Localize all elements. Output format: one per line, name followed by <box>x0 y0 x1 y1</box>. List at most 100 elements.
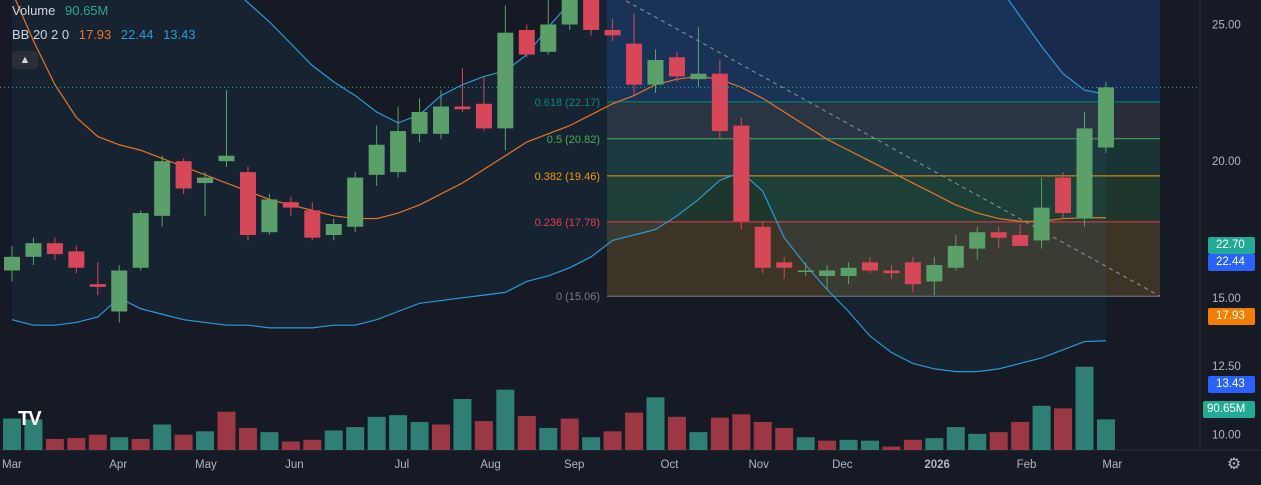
candle-body <box>132 213 149 268</box>
candle-body <box>261 199 278 233</box>
x-tick-label: Jun <box>285 459 304 471</box>
bb-lower-value: 13.43 <box>163 27 196 42</box>
chevron-up-icon[interactable]: ▲ <box>12 51 38 69</box>
candle <box>433 90 449 140</box>
candle-body <box>475 103 492 129</box>
candle <box>261 193 278 235</box>
x-tick-label: Apr <box>109 459 127 471</box>
volume-histogram <box>3 366 1115 450</box>
volume-bar <box>410 421 429 450</box>
candle <box>518 24 535 58</box>
candle-body <box>390 131 407 173</box>
fib-level-label: 0.618 (22.17) <box>535 97 600 109</box>
candle <box>583 0 600 36</box>
volume-bar <box>796 437 815 450</box>
candle <box>819 265 836 290</box>
candle-body <box>690 73 707 80</box>
candle <box>604 19 621 41</box>
candle <box>197 172 214 216</box>
fib-zone <box>607 138 1160 176</box>
candle <box>89 262 106 296</box>
x-tick-label: Dec <box>832 459 853 471</box>
candle-body <box>904 262 921 285</box>
candle <box>46 237 63 260</box>
candle <box>711 60 728 140</box>
volume-bar <box>1011 421 1030 450</box>
volume-bar <box>217 411 236 450</box>
candle <box>25 237 42 266</box>
tradingview-logo-icon[interactable]: TV <box>18 408 42 430</box>
volume-bar <box>560 418 579 450</box>
candle-body <box>347 177 364 227</box>
candle <box>1012 224 1029 246</box>
volume-bar <box>1075 366 1094 450</box>
x-tick-label: Nov <box>748 459 769 471</box>
volume-bar <box>3 418 21 450</box>
candle-body <box>411 111 428 134</box>
candle-body <box>990 232 1007 238</box>
volume-bar <box>903 439 922 450</box>
candle-body <box>175 161 192 189</box>
candle-body <box>25 243 42 257</box>
y-tick-label: 20.00 <box>1212 156 1241 168</box>
candle-body <box>819 270 836 276</box>
volume-bar <box>732 414 751 450</box>
candles <box>0 0 1200 323</box>
volume-bar <box>238 427 257 450</box>
candle-body <box>561 0 578 25</box>
volume-bar <box>303 439 322 450</box>
bb-upper-tag: 22.44 <box>1208 254 1255 271</box>
candle-body <box>4 256 20 271</box>
candle <box>154 155 171 227</box>
candle <box>454 68 471 112</box>
candle-body <box>68 251 85 268</box>
candle-body <box>1097 87 1114 148</box>
volume-bar <box>1096 419 1115 450</box>
volume-bar <box>453 399 472 450</box>
candle <box>733 117 750 230</box>
x-tick-label: Feb <box>1017 459 1037 471</box>
settings-gear-icon[interactable]: ⚙ <box>1226 456 1242 473</box>
x-tick-label: 2026 <box>924 459 950 471</box>
volume-bar <box>539 427 558 450</box>
candle-body <box>111 270 128 312</box>
volume-bar <box>196 431 215 450</box>
volume-bar <box>989 432 1008 450</box>
candle-body <box>304 210 321 238</box>
volume-bar <box>646 397 665 450</box>
candle-body <box>862 262 878 271</box>
volume-value: 90.65M <box>65 3 109 18</box>
candle <box>840 262 857 285</box>
volume-bar <box>882 446 901 450</box>
volume-bar <box>346 427 365 450</box>
volume-bar <box>496 389 515 450</box>
candle-body <box>647 60 664 85</box>
volume-bar <box>131 438 150 450</box>
volume-bar <box>946 427 965 450</box>
candle-body <box>518 29 535 55</box>
candle-body <box>711 73 728 132</box>
volume-bar <box>432 424 450 450</box>
fib-level-label: 0.5 (20.82) <box>547 134 600 146</box>
candle-body <box>282 202 299 208</box>
candle <box>1076 111 1093 227</box>
candle <box>862 256 878 274</box>
candle-body <box>239 172 256 235</box>
volume-tag: 90.65M <box>1203 401 1255 418</box>
candle-body <box>926 265 943 282</box>
bb-legend: BB 20 2 0 17.93 22.44 13.43 <box>12 27 202 42</box>
volume-bar <box>818 440 837 450</box>
candle-body <box>540 24 557 52</box>
volume-bar <box>925 438 944 450</box>
fib-level-label: 0.236 (17.78) <box>535 217 600 229</box>
candle <box>797 262 814 276</box>
candle <box>1097 81 1114 153</box>
candle-body <box>840 267 857 276</box>
bb-upper-value: 22.44 <box>120 27 154 42</box>
candle-body <box>89 284 106 287</box>
bb-lower-line <box>11 171 1106 373</box>
candle <box>883 265 900 279</box>
candle <box>4 245 20 282</box>
bb-lower-tag: 13.43 <box>1208 376 1255 393</box>
